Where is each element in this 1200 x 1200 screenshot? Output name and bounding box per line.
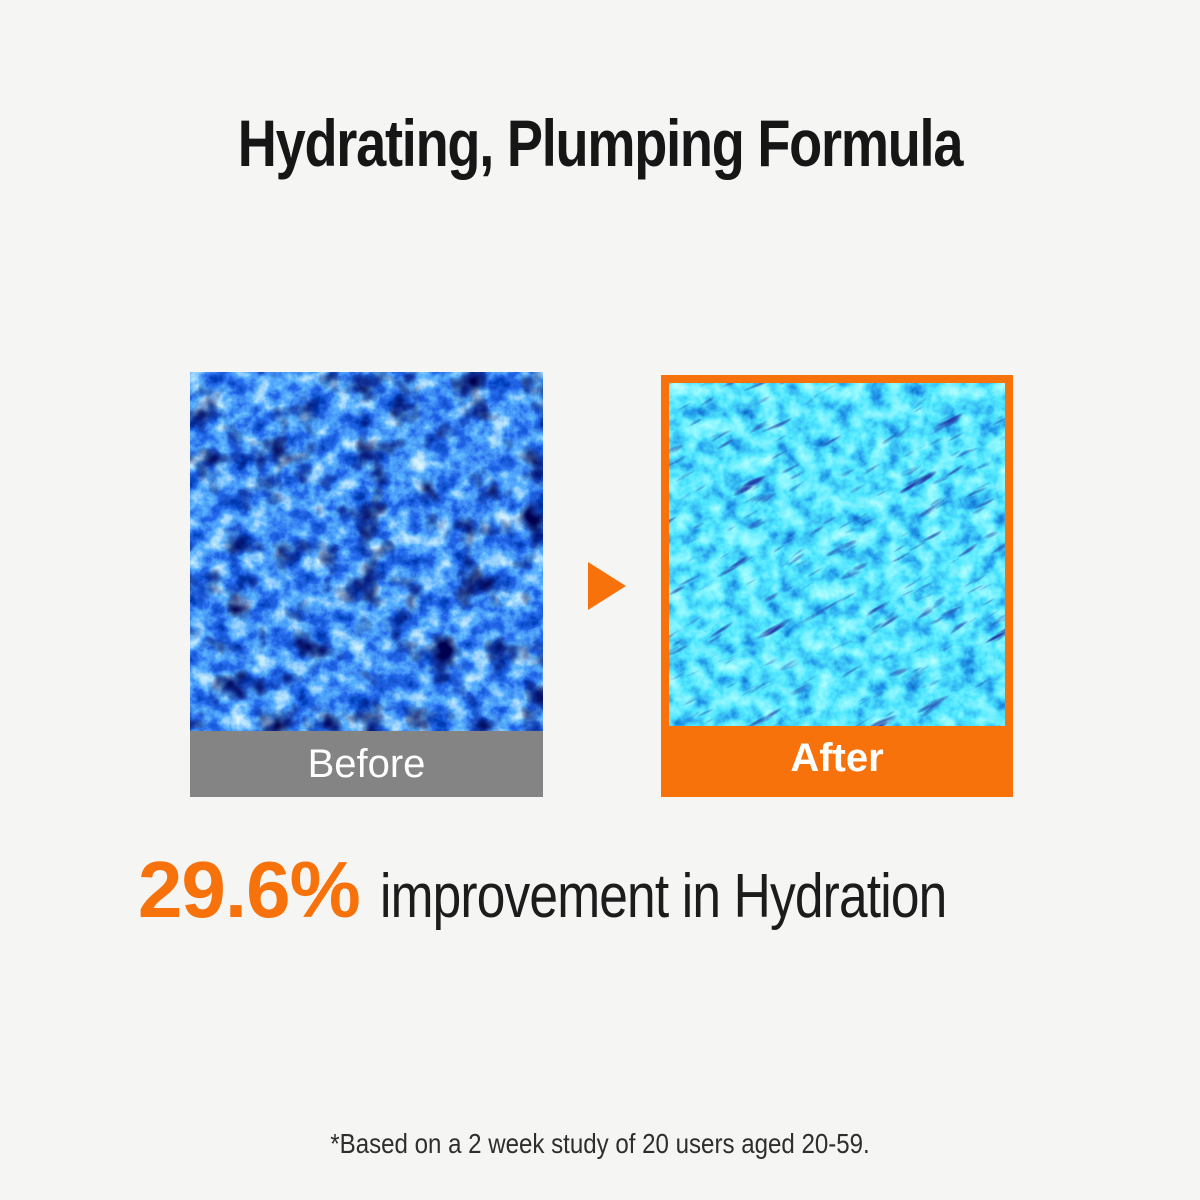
stat-line: 29.6% improvement in Hydration	[0, 850, 1200, 930]
before-label-bar: Before	[190, 731, 543, 797]
stat-value: 29.6%	[137, 845, 361, 934]
after-label: After	[790, 735, 884, 780]
right-arrow-icon	[588, 562, 626, 610]
footnote: *Based on a 2 week study of 20 users age…	[330, 1128, 870, 1159]
before-label: Before	[307, 742, 426, 786]
after-microscopy-image	[669, 383, 1005, 726]
before-microscopy-image	[190, 372, 543, 731]
after-panel: After	[661, 375, 1013, 797]
page-title: Hydrating, Plumping Formula	[237, 106, 964, 180]
stat-description: improvement in Hydration	[379, 862, 947, 931]
after-label-bar: After	[669, 726, 1005, 789]
before-panel: Before	[190, 372, 543, 797]
